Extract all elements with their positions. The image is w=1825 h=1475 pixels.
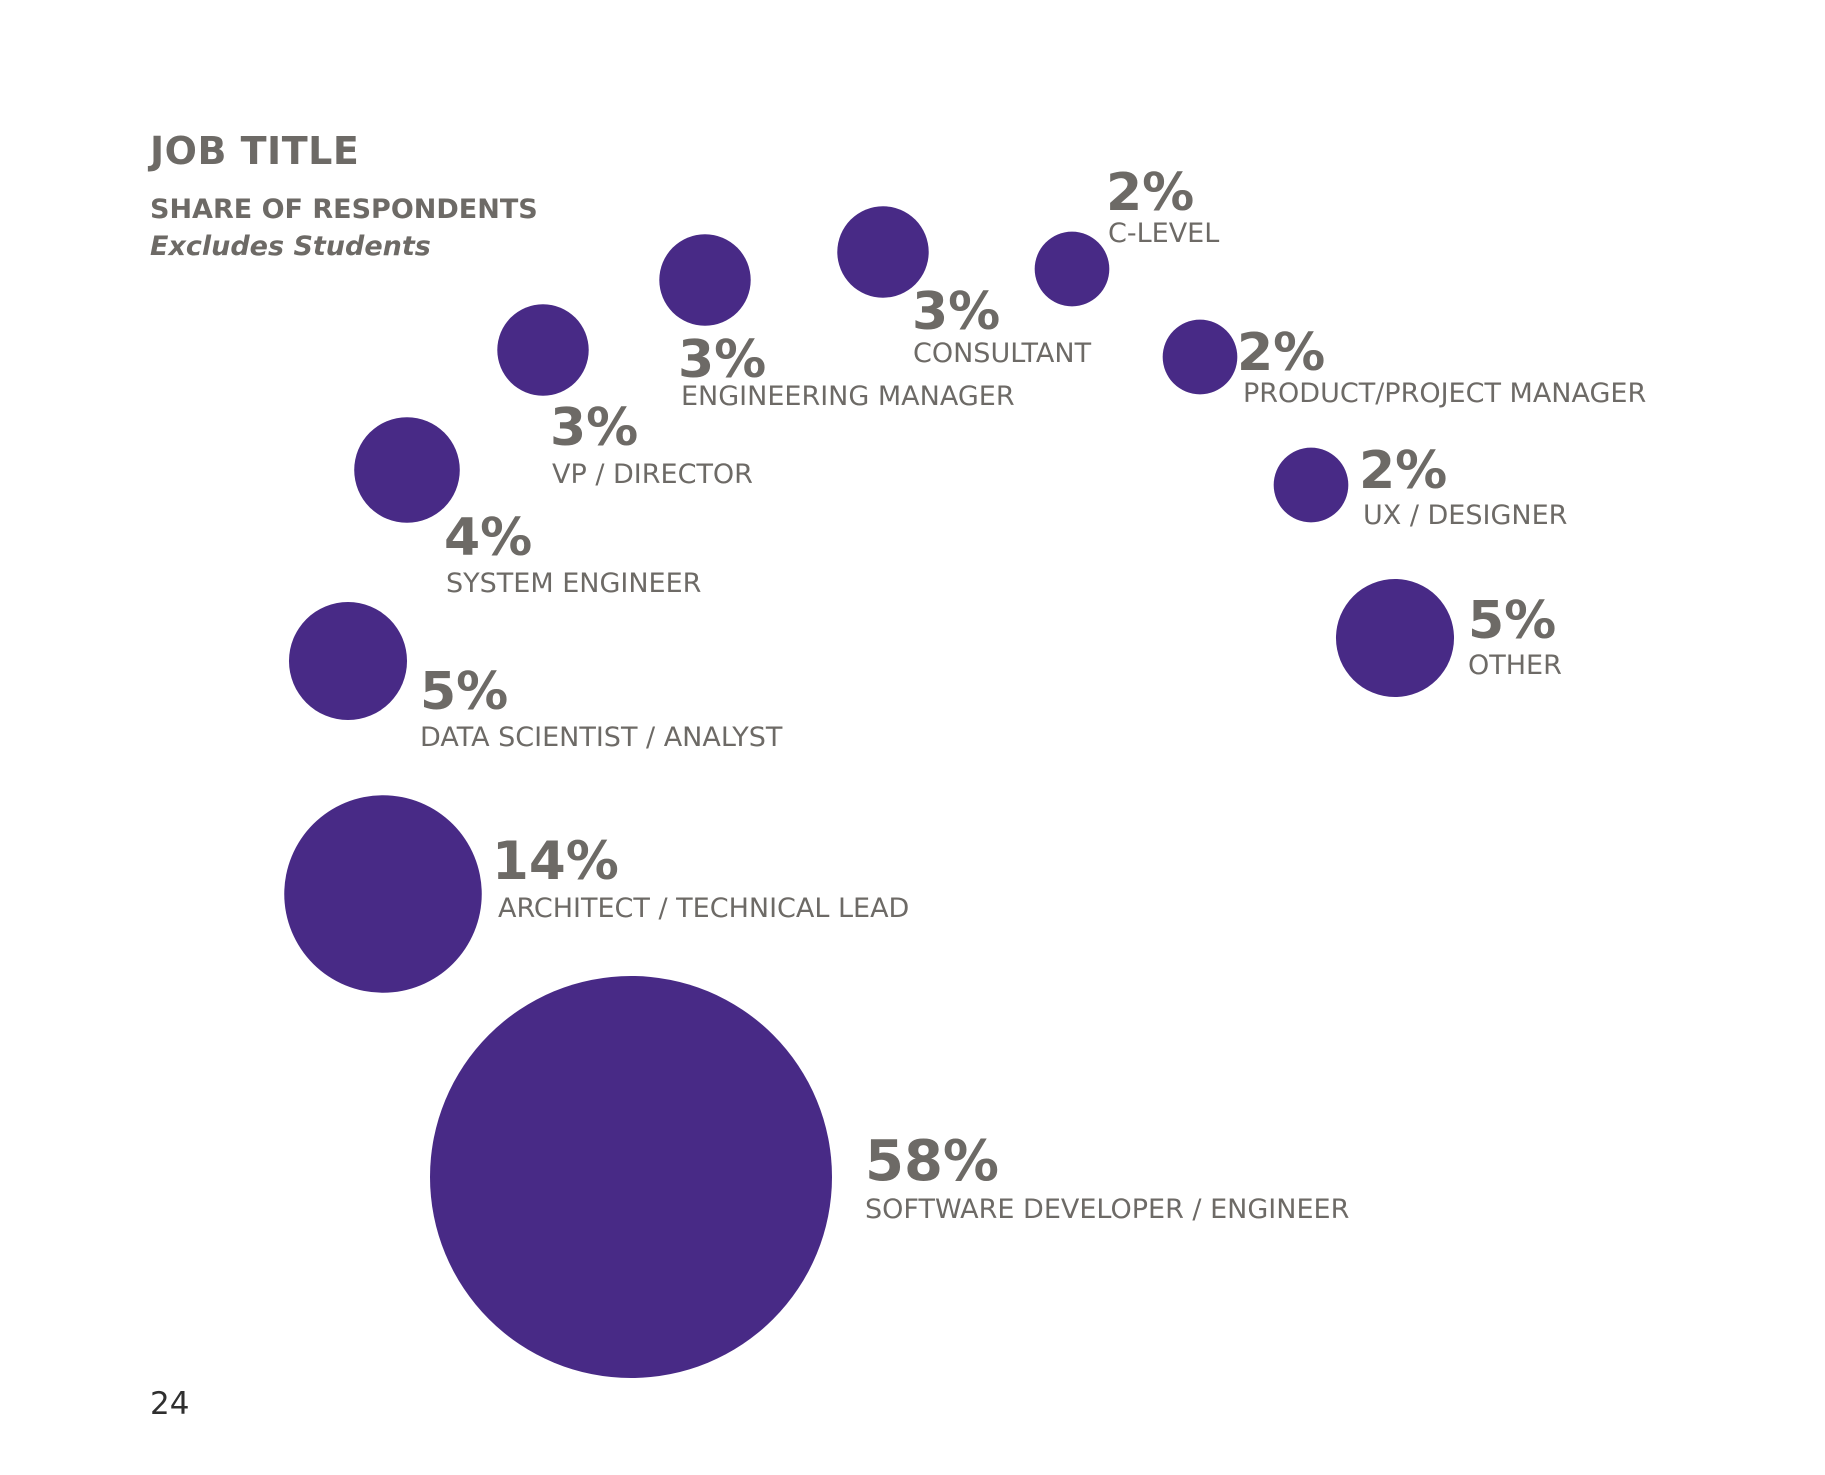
bubble-label-c-level: C-LEVEL — [1108, 218, 1219, 249]
chart-title: JOB TITLE — [150, 129, 360, 173]
bubble-group-engineering-manager: 3%ENGINEERING MANAGER — [659, 234, 1015, 412]
bubble-group-product-project-manager: 2%PRODUCT/PROJECT MANAGER — [1162, 319, 1646, 409]
bubble-vp-director — [497, 304, 589, 396]
bubble-group-other: 5%OTHER — [1335, 578, 1562, 698]
bubble-data-scientist-analyst — [288, 601, 408, 721]
bubble-label-consultant: CONSULTANT — [913, 338, 1092, 369]
bubble-group-vp-director: 3%VP / DIRECTOR — [497, 304, 753, 490]
bubble-value-architect-technical-lead: 14% — [492, 831, 619, 892]
bubble-value-engineering-manager: 3% — [678, 330, 766, 390]
bubble-label-system-engineer: SYSTEM ENGINEER — [446, 568, 701, 599]
bubble-label-vp-director: VP / DIRECTOR — [552, 459, 753, 490]
bubble-engineering-manager — [659, 234, 751, 326]
page-number: 24 — [150, 1386, 190, 1422]
bubble-group-system-engineer: 4%SYSTEM ENGINEER — [354, 417, 701, 599]
bubble-product-project-manager — [1162, 319, 1238, 395]
bubble-value-product-project-manager: 2% — [1237, 323, 1325, 383]
bubble-label-other: OTHER — [1468, 650, 1562, 681]
bubble-other — [1335, 578, 1455, 698]
bubble-label-ux-designer: UX / DESIGNER — [1363, 500, 1567, 531]
bubble-consultant — [837, 206, 929, 298]
bubble-value-consultant: 3% — [912, 282, 1000, 342]
bubble-value-c-level: 2% — [1106, 163, 1194, 223]
bubble-group-data-scientist-analyst: 5%DATA SCIENTIST / ANALYST — [288, 601, 783, 753]
bubble-value-system-engineer: 4% — [444, 508, 532, 568]
bubble-label-engineering-manager: ENGINEERING MANAGER — [681, 381, 1015, 412]
bubble-ux-designer — [1273, 447, 1349, 523]
bubble-value-software-developer-engineer: 58% — [865, 1129, 999, 1194]
bubble-group-c-level: 2%C-LEVEL — [1034, 163, 1219, 307]
bubble-group-architect-technical-lead: 14%ARCHITECT / TECHNICAL LEAD — [284, 795, 909, 993]
chart-note: Excludes Students — [150, 231, 431, 262]
bubble-c-level — [1034, 231, 1110, 307]
bubble-group-software-developer-engineer: 58%SOFTWARE DEVELOPER / ENGINEER — [430, 976, 1349, 1378]
bubble-system-engineer — [354, 417, 460, 523]
bubble-value-ux-designer: 2% — [1359, 441, 1447, 501]
bubble-label-architect-technical-lead: ARCHITECT / TECHNICAL LEAD — [498, 893, 909, 924]
bubble-software-developer-engineer — [430, 976, 832, 1378]
chart-header: JOB TITLE SHARE OF RESPONDENTS Excludes … — [150, 132, 670, 260]
bubble-label-data-scientist-analyst: DATA SCIENTIST / ANALYST — [420, 722, 783, 753]
bubble-architect-technical-lead — [284, 795, 482, 993]
bubble-group-consultant: 3%CONSULTANT — [837, 206, 1092, 369]
bubble-label-software-developer-engineer: SOFTWARE DEVELOPER / ENGINEER — [865, 1194, 1349, 1225]
bubble-value-vp-director: 3% — [550, 398, 638, 458]
bubble-value-other: 5% — [1468, 591, 1556, 651]
bubble-label-product-project-manager: PRODUCT/PROJECT MANAGER — [1243, 378, 1646, 409]
bubble-group-ux-designer: 2%UX / DESIGNER — [1273, 441, 1567, 531]
bubble-value-data-scientist-analyst: 5% — [420, 662, 508, 722]
chart-subtitle: SHARE OF RESPONDENTS — [150, 194, 538, 225]
